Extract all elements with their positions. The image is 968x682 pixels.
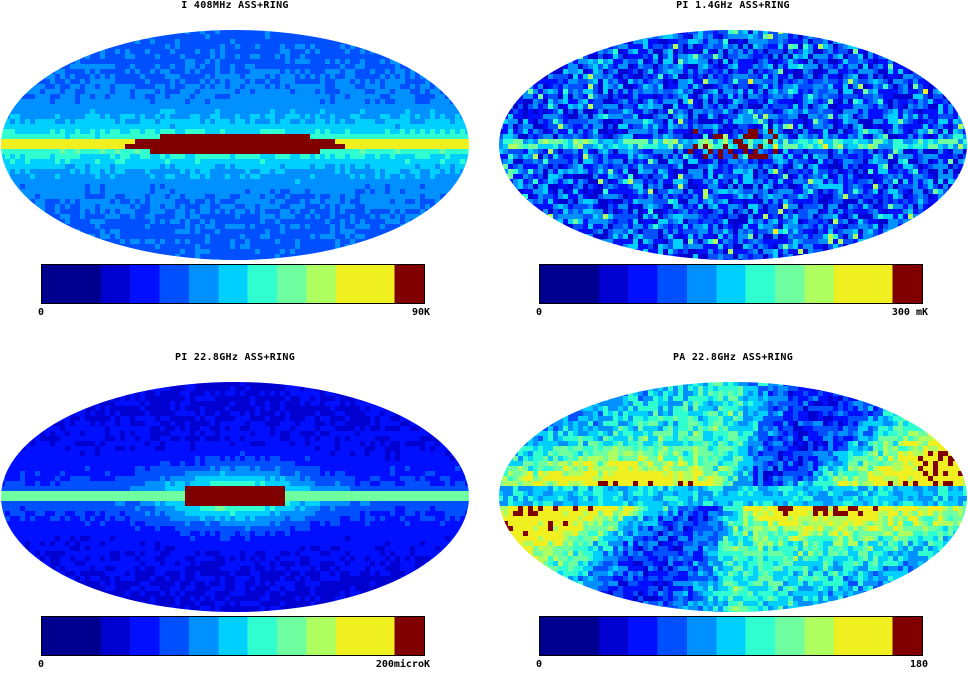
map-title: PA 22.8GHz ASS+RING	[498, 352, 968, 363]
colorbar	[539, 616, 923, 656]
colorbar-min-label: 0	[536, 659, 542, 670]
colorbar-min-label: 0	[38, 307, 44, 318]
panel-i-408mhz: I 408MHz ASS+RING 0 90K	[0, 0, 470, 330]
colorbar-min-label: 0	[38, 659, 44, 670]
colorbar	[41, 264, 425, 304]
mollweide-map	[498, 381, 968, 613]
colorbar-min-label: 0	[536, 307, 542, 318]
map-title: PI 22.8GHz ASS+RING	[0, 352, 470, 363]
mollweide-map	[0, 29, 470, 261]
mollweide-map	[0, 381, 470, 613]
colorbar-max-label: 300 mK	[892, 307, 928, 318]
map-title: I 408MHz ASS+RING	[0, 0, 470, 11]
colorbar-max-label: 180	[910, 659, 928, 670]
map-title: PI 1.4GHz ASS+RING	[498, 0, 968, 11]
panel-pa-22.8ghz: PA 22.8GHz ASS+RING 0 180	[498, 352, 968, 682]
colorbar	[41, 616, 425, 656]
mollweide-map	[498, 29, 968, 261]
colorbar-max-label: 200microK	[376, 659, 430, 670]
colorbar-max-label: 90K	[412, 307, 430, 318]
colorbar	[539, 264, 923, 304]
panel-pi-22.8ghz: PI 22.8GHz ASS+RING 0 200microK	[0, 352, 470, 682]
panel-pi-1.4ghz: PI 1.4GHz ASS+RING 0 300 mK	[498, 0, 968, 330]
